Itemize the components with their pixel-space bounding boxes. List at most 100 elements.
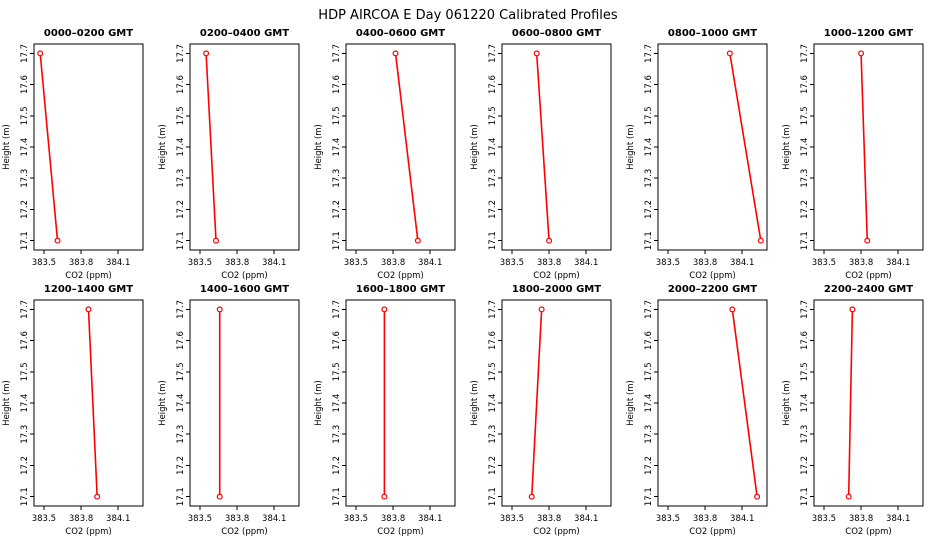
profile-marker (533, 50, 540, 57)
y-tick-label: 17.1 (20, 231, 30, 250)
profile-chart: 2000–2200 GMT 17.1 17.2 17.3 17.4 17.5 17.6 17.… (626, 284, 768, 537)
y-axis-label: Height (m) (626, 124, 636, 170)
x-tick-label: 384.1 (262, 514, 286, 524)
x-tick-label: 383.8 (69, 514, 93, 524)
y-tick-label: 17.7 (176, 300, 186, 319)
profile-line (530, 309, 543, 497)
profile-marker (37, 50, 44, 57)
x-axis-label: CO2 (ppm) (377, 271, 423, 280)
profile-panel: 0800–1000 GMT 17.1 17.2 17.3 17.4 17.5 17.6 17.… (624, 24, 780, 281)
y-axis-label: Height (m) (158, 124, 168, 170)
x-axis-label: CO2 (ppm) (845, 271, 891, 280)
profile-line (847, 309, 854, 497)
y-tick-label: 17.6 (488, 75, 498, 94)
y-tick-label: 17.1 (800, 231, 810, 250)
panel-title: 1800–2000 GMT (512, 284, 601, 295)
y-axis-label: Height (m) (782, 124, 792, 170)
profile-panel: 0200–0400 GMT 17.1 17.2 17.3 17.4 17.5 17.6 17.… (156, 24, 312, 281)
profile-panel: 0400–0600 GMT 17.1 17.2 17.3 17.4 17.5 17.6 17.… (312, 24, 468, 281)
y-tick-label: 17.7 (488, 44, 498, 63)
x-tick-label: 383.8 (693, 514, 717, 524)
y-tick-label: 17.6 (800, 75, 810, 94)
x-axis-label: CO2 (ppm) (221, 527, 267, 536)
panel-title: 0800–1000 GMT (668, 28, 757, 39)
x-axis-label: CO2 (ppm) (689, 527, 735, 536)
profile-panel: 1000–1200 GMT 17.1 17.2 17.3 17.4 17.5 17.6 17.… (780, 24, 936, 281)
profile-marker (757, 237, 764, 244)
profile-marker (381, 306, 388, 313)
profile-panel: 1600–1800 GMT 17.1 17.2 17.3 17.4 17.5 17.6 17.… (312, 280, 468, 537)
x-tick-label: 384.1 (730, 514, 754, 524)
x-tick-label: 383.5 (188, 258, 212, 268)
profile-panel: 0600–0800 GMT 17.1 17.2 17.3 17.4 17.5 17.6 17.… (468, 24, 624, 281)
plot-box (657, 43, 768, 251)
profile-marker (864, 237, 871, 244)
profile-chart: 0400–0600 GMT 17.1 17.2 17.3 17.4 17.5 17.6 17.… (314, 28, 456, 281)
profile-panel: 1800–2000 GMT 17.1 17.2 17.3 17.4 17.5 17.6 17.… (468, 280, 624, 537)
profile-marker (754, 493, 761, 500)
y-tick-label: 17.6 (800, 331, 810, 350)
profile-marker (85, 306, 92, 313)
y-tick-label: 17.4 (488, 138, 498, 157)
y-tick-label: 17.7 (644, 44, 654, 63)
x-axis-label: CO2 (ppm) (689, 271, 735, 280)
y-tick-label: 17.2 (332, 456, 342, 475)
panel-title: 0400–0600 GMT (356, 28, 445, 39)
x-tick-label: 383.5 (656, 258, 680, 268)
panel-title: 0600–0800 GMT (512, 28, 601, 39)
profile-marker (546, 237, 553, 244)
y-tick-label: 17.4 (488, 394, 498, 413)
y-tick-label: 17.6 (644, 331, 654, 350)
x-tick-label: 383.8 (225, 258, 249, 268)
y-tick-label: 17.4 (644, 394, 654, 413)
profile-line (729, 53, 762, 241)
y-tick-label: 17.3 (20, 425, 30, 444)
profile-line (860, 53, 869, 241)
x-tick-label: 383.5 (344, 258, 368, 268)
profile-marker (528, 493, 535, 500)
plot-box (189, 299, 300, 507)
y-axis-label: Height (m) (314, 380, 324, 426)
y-axis-label: Height (m) (626, 380, 636, 426)
y-tick-label: 17.4 (800, 138, 810, 157)
panel-title: 0000–0200 GMT (44, 28, 133, 39)
x-tick-label: 383.8 (381, 258, 405, 268)
x-tick-label: 384.1 (886, 514, 910, 524)
plot-box (813, 43, 924, 251)
y-tick-label: 17.7 (644, 300, 654, 319)
y-tick-label: 17.2 (644, 456, 654, 475)
profile-marker (858, 50, 865, 57)
x-tick-label: 384.1 (886, 258, 910, 268)
profile-line (87, 309, 98, 497)
y-tick-label: 17.7 (800, 300, 810, 319)
y-tick-label: 17.2 (332, 200, 342, 219)
x-tick-label: 384.1 (262, 258, 286, 268)
y-tick-label: 17.3 (488, 425, 498, 444)
y-tick-label: 17.3 (332, 425, 342, 444)
y-tick-label: 17.1 (644, 231, 654, 250)
x-tick-label: 383.8 (69, 258, 93, 268)
y-tick-label: 17.3 (488, 169, 498, 188)
x-tick-label: 383.5 (812, 258, 836, 268)
x-tick-label: 383.5 (812, 514, 836, 524)
y-axis-label: Height (m) (2, 380, 12, 426)
y-tick-label: 17.1 (332, 231, 342, 250)
y-tick-label: 17.2 (488, 456, 498, 475)
panel-title: 2200–2400 GMT (824, 284, 913, 295)
y-tick-label: 17.7 (20, 300, 30, 319)
x-axis-label: CO2 (ppm) (533, 271, 579, 280)
profile-chart: 0000–0200 GMT 17.1 17.2 17.3 17.4 17.5 17.6 17.… (2, 28, 144, 281)
panel-title: 0200–0400 GMT (200, 28, 289, 39)
y-tick-label: 17.5 (488, 362, 498, 381)
y-tick-label: 17.2 (20, 456, 30, 475)
profile-marker (213, 237, 220, 244)
y-tick-label: 17.7 (176, 44, 186, 63)
figure-title: HDP AIRCOA E Day 061220 Calibrated Profi… (318, 8, 618, 23)
panel-title: 2000–2200 GMT (668, 284, 757, 295)
y-tick-label: 17.3 (176, 169, 186, 188)
profile-marker (849, 306, 856, 313)
y-tick-label: 17.3 (332, 169, 342, 188)
y-tick-label: 17.1 (488, 231, 498, 250)
y-tick-label: 17.4 (332, 394, 342, 413)
x-tick-label: 383.8 (849, 514, 873, 524)
